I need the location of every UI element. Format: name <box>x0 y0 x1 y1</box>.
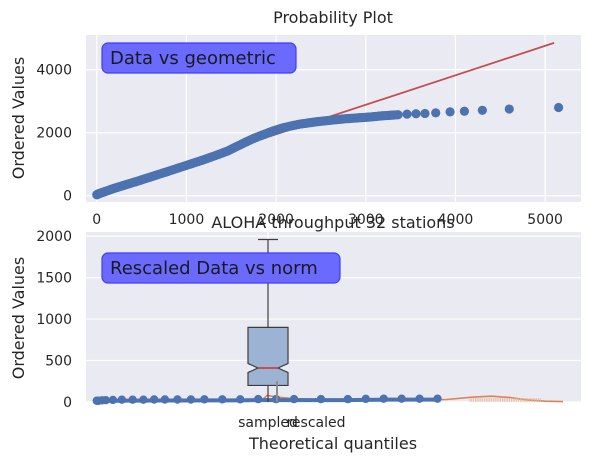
top-x-tick-label: 5000 <box>527 212 563 228</box>
bottom-y-tick-label: 0 <box>63 395 72 411</box>
top-y-tick-label: 2000 <box>36 126 72 142</box>
top-data-point <box>402 109 412 119</box>
bottom-x-tick-label: sampled <box>238 415 298 431</box>
top-x-tick-labels: 0 1000 2000 3000 4000 5000 <box>92 212 563 228</box>
bottom-annotation-box: Rescaled Data vs norm <box>101 252 341 284</box>
bottom-annotation-text: Rescaled Data vs norm <box>110 258 318 279</box>
top-data-points <box>92 102 564 200</box>
top-annotation-text: Data vs geometric <box>110 48 276 69</box>
bottom-boxplot <box>247 238 289 402</box>
top-axes: 0 1000 2000 3000 4000 5000 0 2000 4000 Probabil… <box>9 8 581 232</box>
top-data-point <box>445 107 455 117</box>
bottom-y-axis-label: Ordered Values <box>9 257 28 379</box>
top-data-point <box>504 104 514 114</box>
bottom-y-tick-label: 1000 <box>36 312 72 328</box>
top-data-point <box>553 102 564 113</box>
top-data-point <box>477 105 487 115</box>
top-data-point <box>431 108 441 118</box>
top-data-point <box>459 106 470 116</box>
top-x-tick-label: 3000 <box>348 212 384 228</box>
top-data-point <box>420 108 430 119</box>
bottom-y-tick-label: 1500 <box>36 271 72 287</box>
top-y-tick-label: 4000 <box>36 63 72 79</box>
top-x-tick-label: 2000 <box>258 212 294 228</box>
top-data-point <box>393 110 403 120</box>
bottom-point-band <box>96 397 438 404</box>
bottom-y-tick-labels: 0 500 1000 1500 2000 <box>36 229 72 411</box>
box-body <box>247 326 289 387</box>
top-annotation-box: Data vs geometric <box>101 42 297 74</box>
top-x-tick-label: 4000 <box>438 212 474 228</box>
top-x-axis-label: ALOHA throughput 32 stations <box>211 213 454 232</box>
top-y-tick-label: 0 <box>63 189 72 205</box>
bottom-y-tick-label: 2000 <box>36 229 72 245</box>
top-data-point <box>411 109 421 119</box>
top-y-tick-labels: 0 2000 4000 <box>36 63 72 205</box>
top-x-tick-label: 1000 <box>169 212 205 228</box>
bottom-data-points <box>92 394 442 405</box>
top-chart-title: Probability Plot <box>273 8 393 27</box>
bottom-y-tick-label: 500 <box>45 354 72 370</box>
top-y-axis-label: Ordered Values <box>9 57 28 179</box>
top-x-tick-label: 0 <box>92 212 101 228</box>
bottom-x-tick-label: rescaled <box>286 415 345 431</box>
bottom-x-axis-label: Theoretical quantiles <box>248 434 417 453</box>
